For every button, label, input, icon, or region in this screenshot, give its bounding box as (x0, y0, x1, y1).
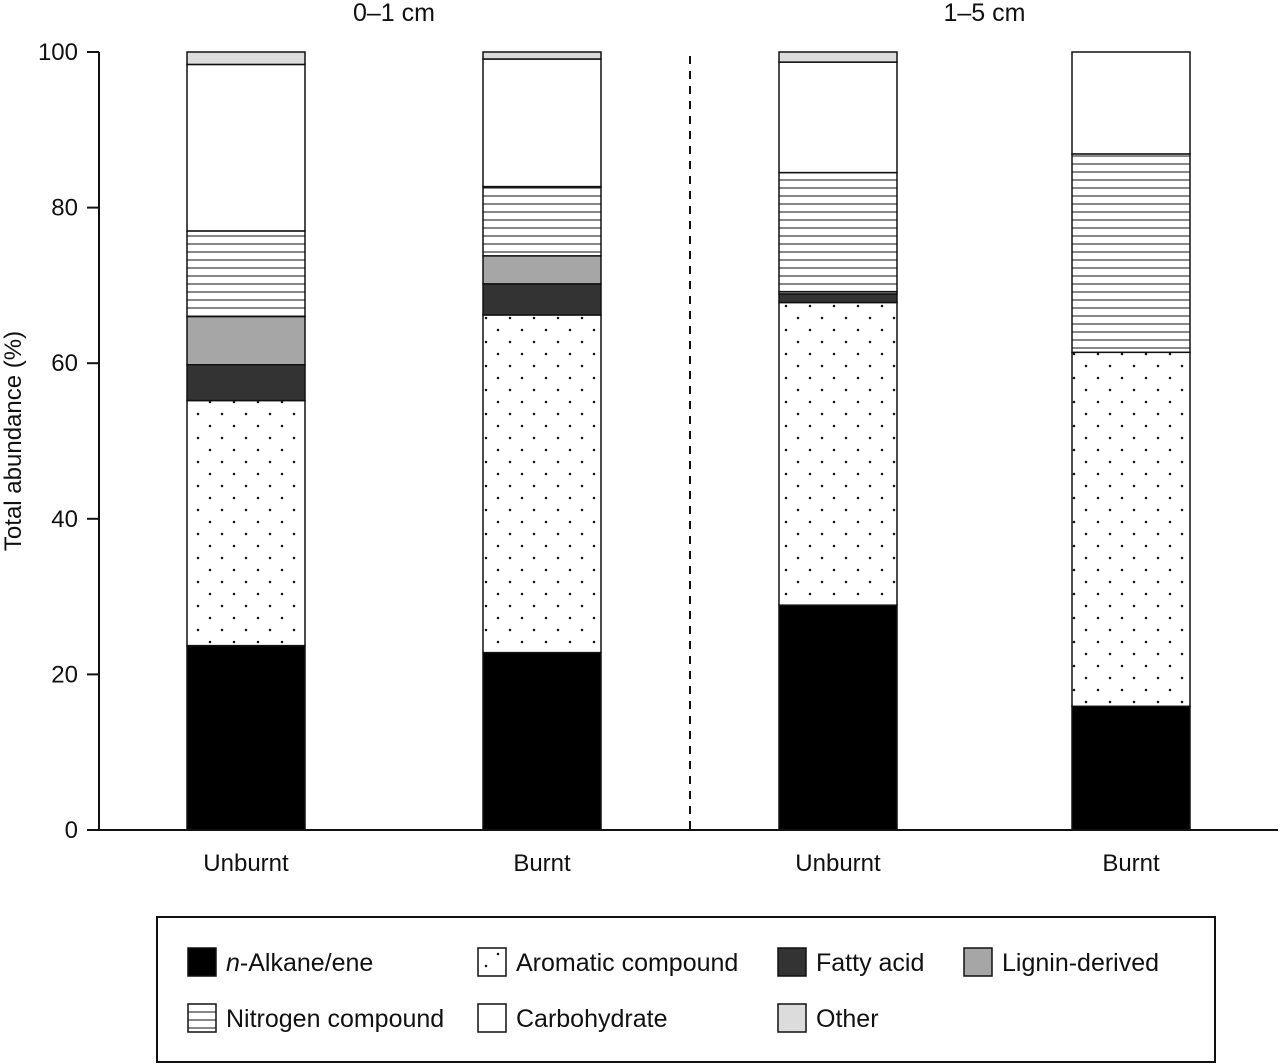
bar-segment-lignin (186, 315, 306, 366)
legend-swatch-lignin (963, 947, 993, 977)
legend-swatch-fatty (777, 947, 807, 977)
y-tick-label: 20 (51, 661, 78, 688)
x-tick-label: Burnt (513, 850, 571, 877)
y-tick-label: 80 (51, 195, 78, 222)
bar-segment-carbohydrate (482, 58, 602, 188)
bar-segment-nitrogen (778, 171, 898, 293)
legend-label-aromatic: Aromatic compound (516, 949, 738, 977)
y-tick-label: 100 (38, 39, 78, 66)
y-axis: 0 20 40 60 80 100 Total abundance (%) (0, 39, 1278, 844)
bar-segment-alkane (482, 651, 602, 831)
legend-swatch-alkane (187, 947, 217, 977)
y-tick-label: 0 (65, 817, 78, 844)
legend: n-Alkane/ene Aromatic compound Fatty acid L… (156, 916, 1216, 1063)
bar-segment-alkane (186, 644, 306, 831)
legend-label-nitrogen: Nitrogen compound (226, 1005, 444, 1033)
y-axis-title: Total abundance (%) (0, 331, 27, 551)
bar-segment-other (482, 51, 602, 60)
group-title: 0–1 cm (353, 0, 435, 27)
bar-segment-other (186, 51, 306, 66)
bar-segment-nitrogen (1071, 153, 1191, 354)
bar-segment-carbohydrate (1071, 51, 1191, 155)
legend-swatch-carbohydrate (477, 1003, 507, 1033)
x-tick-label: Burnt (1102, 850, 1160, 877)
bar-segment-carbohydrate (778, 61, 898, 174)
legend-label-fatty: Fatty acid (816, 949, 924, 977)
bar-segment-alkane (778, 604, 898, 831)
plot-area: 0–1 cm 1–5 cm Unburnt Burnt Unburnt Burnt (186, 0, 1191, 877)
legend-box (156, 916, 1216, 1063)
bar-segment-fatty (482, 283, 602, 316)
bar-segment-lignin (482, 255, 602, 285)
bar-segment-aromatic (1071, 351, 1191, 708)
legend-label-carbohydrate: Carbohydrate (516, 1005, 667, 1033)
y-tick-label: 40 (51, 506, 78, 533)
bar-segment-other (778, 51, 898, 63)
bar-segment-fatty (778, 293, 898, 304)
legend-label-alkane: n-Alkane/ene (226, 949, 373, 977)
bar-segment-nitrogen (186, 230, 306, 318)
legend-label-other: Other (816, 1005, 879, 1033)
group-title: 1–5 cm (944, 0, 1026, 27)
x-tick-label: Unburnt (795, 850, 881, 877)
legend-swatch-aromatic (477, 947, 507, 977)
y-tick-label: 60 (51, 350, 78, 377)
legend-label-lignin: Lignin-derived (1002, 949, 1159, 977)
bar-segment-alkane (1071, 705, 1191, 831)
bar-segment-aromatic (482, 314, 602, 654)
bar-segment-fatty (186, 364, 306, 402)
bar-segment-nitrogen (482, 185, 602, 257)
x-tick-label: Unburnt (203, 850, 289, 877)
bar-segment-carbohydrate (186, 63, 306, 232)
bar-segment-aromatic (186, 399, 306, 647)
legend-swatch-nitrogen (187, 1003, 217, 1033)
bar-segment-aromatic (778, 301, 898, 606)
legend-swatch-other (777, 1003, 807, 1033)
